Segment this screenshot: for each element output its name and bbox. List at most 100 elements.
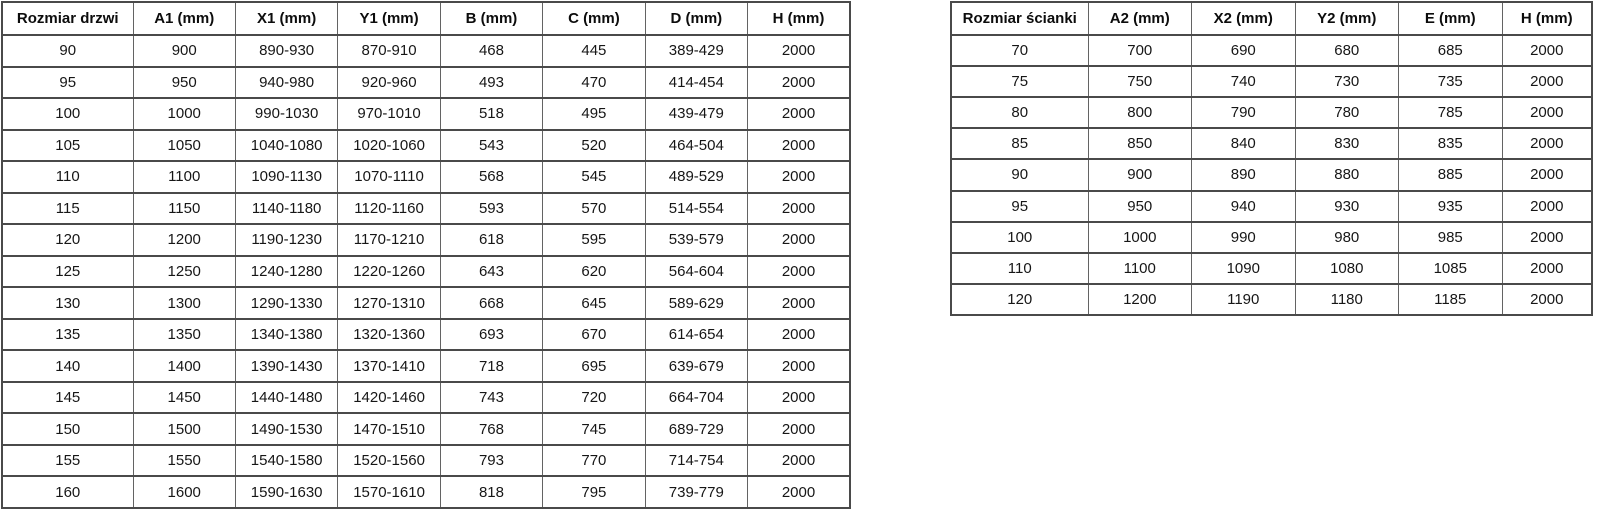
table-cell: 735 <box>1398 65 1503 99</box>
table-row: 105 1050 1040-1080 1020-1060 543 520 464-504 20… <box>1 128 851 163</box>
table-cell: 1170-1210 <box>337 223 441 257</box>
table-cell: 2000 <box>747 160 851 194</box>
table-row: 100 1000 990-1030 970-1010 518 495 439-479 2000 <box>1 97 851 131</box>
table-cell: 714-754 <box>644 443 749 478</box>
table-cell: 464-504 <box>644 128 749 163</box>
table-cell: 830 <box>1294 127 1399 161</box>
table-cell: 1000 <box>132 97 236 131</box>
table-cell: 2000 <box>747 191 851 226</box>
table-cell: 720 <box>542 380 646 415</box>
table-cell: 155 <box>1 443 134 478</box>
table-row: 110 1100 1090-1130 1070-1110 568 545 489-529 20… <box>1 160 851 194</box>
header-cell: Y2 (mm) <box>1294 1 1399 36</box>
table-row: 95 950 940 930 935 2000 <box>950 189 1593 223</box>
table-row: 135 1350 1340-1380 1320-1360 693 670 614-654 20… <box>1 317 851 352</box>
table-cell: 890-930 <box>234 34 339 68</box>
table-cell: 543 <box>439 128 544 163</box>
table-cell: 493 <box>439 65 544 100</box>
table-cell: 670 <box>542 317 646 352</box>
table-cell: 518 <box>439 97 544 131</box>
table-cell: 840 <box>1191 127 1296 161</box>
table-cell: 750 <box>1087 65 1192 99</box>
table-row: 120 1200 1190 1180 1185 2000 <box>950 282 1593 317</box>
table-row: 110 1100 1090 1080 1085 2000 <box>950 251 1593 285</box>
table-cell: 664-704 <box>644 380 749 415</box>
table-cell: 100 <box>1 97 134 131</box>
table-cell: 739-779 <box>644 475 749 509</box>
table-cell: 1040-1080 <box>234 128 339 163</box>
table-cell: 935 <box>1398 189 1503 223</box>
header-cell: Rozmiar ścianki <box>950 1 1089 36</box>
table-cell: 1190-1230 <box>234 223 339 257</box>
table-cell: 80 <box>950 96 1089 130</box>
table-cell: 105 <box>1 128 134 163</box>
table-row: 140 1400 1390-1430 1370-1410 718 695 639-679 20… <box>1 349 851 383</box>
table-cell: 1090-1130 <box>234 160 339 194</box>
table-cell: 90 <box>950 158 1089 192</box>
table-cell: 1100 <box>1087 251 1192 285</box>
table-cell: 2000 <box>1501 251 1593 285</box>
table-cell: 2000 <box>747 412 851 446</box>
table-cell: 800 <box>1087 96 1192 130</box>
table-cell: 1350 <box>132 317 236 352</box>
table-cell: 1440-1480 <box>234 380 339 415</box>
table-cell: 140 <box>1 349 134 383</box>
table-cell: 445 <box>542 34 646 68</box>
table-cell: 900 <box>1087 158 1192 192</box>
table-cell: 693 <box>439 317 544 352</box>
table-cell: 1390-1430 <box>234 349 339 383</box>
table-cell: 2000 <box>1501 220 1593 254</box>
table-cell: 1490-1530 <box>234 412 339 446</box>
table-row: 80 800 790 780 785 2000 <box>950 96 1593 130</box>
table-row: 150 1500 1490-1530 1470-1510 768 745 689-729 20… <box>1 412 851 446</box>
table-cell: 595 <box>542 223 646 257</box>
table-row: 120 1200 1190-1230 1170-1210 618 595 539-579 20… <box>1 223 851 257</box>
table-cell: 489-529 <box>644 160 749 194</box>
table-cell: 2000 <box>747 128 851 163</box>
table-cell: 593 <box>439 191 544 226</box>
header-cell: H (mm) <box>1501 1 1593 36</box>
table-cell: 740 <box>1191 65 1296 99</box>
table-cell: 1050 <box>132 128 236 163</box>
table-cell: 439-479 <box>644 97 749 131</box>
table-cell: 1180 <box>1294 282 1399 317</box>
table-cell: 1200 <box>132 223 236 257</box>
header-cell: Y1 (mm) <box>337 1 441 36</box>
table-cell: 495 <box>542 97 646 131</box>
table-cell: 2000 <box>1501 127 1593 161</box>
table-cell: 743 <box>439 380 544 415</box>
header-cell: Rozmiar drzwi <box>1 1 134 36</box>
table-cell: 1540-1580 <box>234 443 339 478</box>
table-cell: 643 <box>439 254 544 289</box>
table-cell: 1300 <box>132 286 236 320</box>
table-cell: 2000 <box>747 380 851 415</box>
table-cell: 818 <box>439 475 544 509</box>
table-cell: 1220-1260 <box>337 254 441 289</box>
table-cell: 1250 <box>132 254 236 289</box>
table-row: 70 700 690 680 685 2000 <box>950 33 1593 68</box>
header-row: Rozmiar drzwi A1 (mm) X1 (mm) Y1 (mm) B (mm)… <box>1 1 851 36</box>
table-cell: 570 <box>542 191 646 226</box>
table-cell: 730 <box>1294 65 1399 99</box>
table-cell: 150 <box>1 412 134 446</box>
table-cell: 1370-1410 <box>337 349 441 383</box>
table-cell: 2000 <box>747 34 851 68</box>
table-row: 125 1250 1240-1280 1220-1260 643 620 564-604 20… <box>1 254 851 289</box>
table-cell: 920-960 <box>337 65 441 100</box>
table-cell: 135 <box>1 317 134 352</box>
table-row: 75 750 740 730 735 2000 <box>950 65 1593 99</box>
table-row: 145 1450 1440-1480 1420-1460 743 720 664-704 20… <box>1 380 851 415</box>
table-cell: 1420-1460 <box>337 380 441 415</box>
table-cell: 568 <box>439 160 544 194</box>
header-cell: X2 (mm) <box>1191 1 1296 36</box>
table-cell: 1570-1610 <box>337 475 441 509</box>
table-cell: 689-729 <box>644 412 749 446</box>
table-cell: 110 <box>950 251 1089 285</box>
table-cell: 620 <box>542 254 646 289</box>
table-cell: 768 <box>439 412 544 446</box>
table-cell: 468 <box>439 34 544 68</box>
table-cell: 1270-1310 <box>337 286 441 320</box>
table-cell: 2000 <box>747 65 851 100</box>
table-cell: 2000 <box>747 443 851 478</box>
table-cell: 2000 <box>1501 96 1593 130</box>
